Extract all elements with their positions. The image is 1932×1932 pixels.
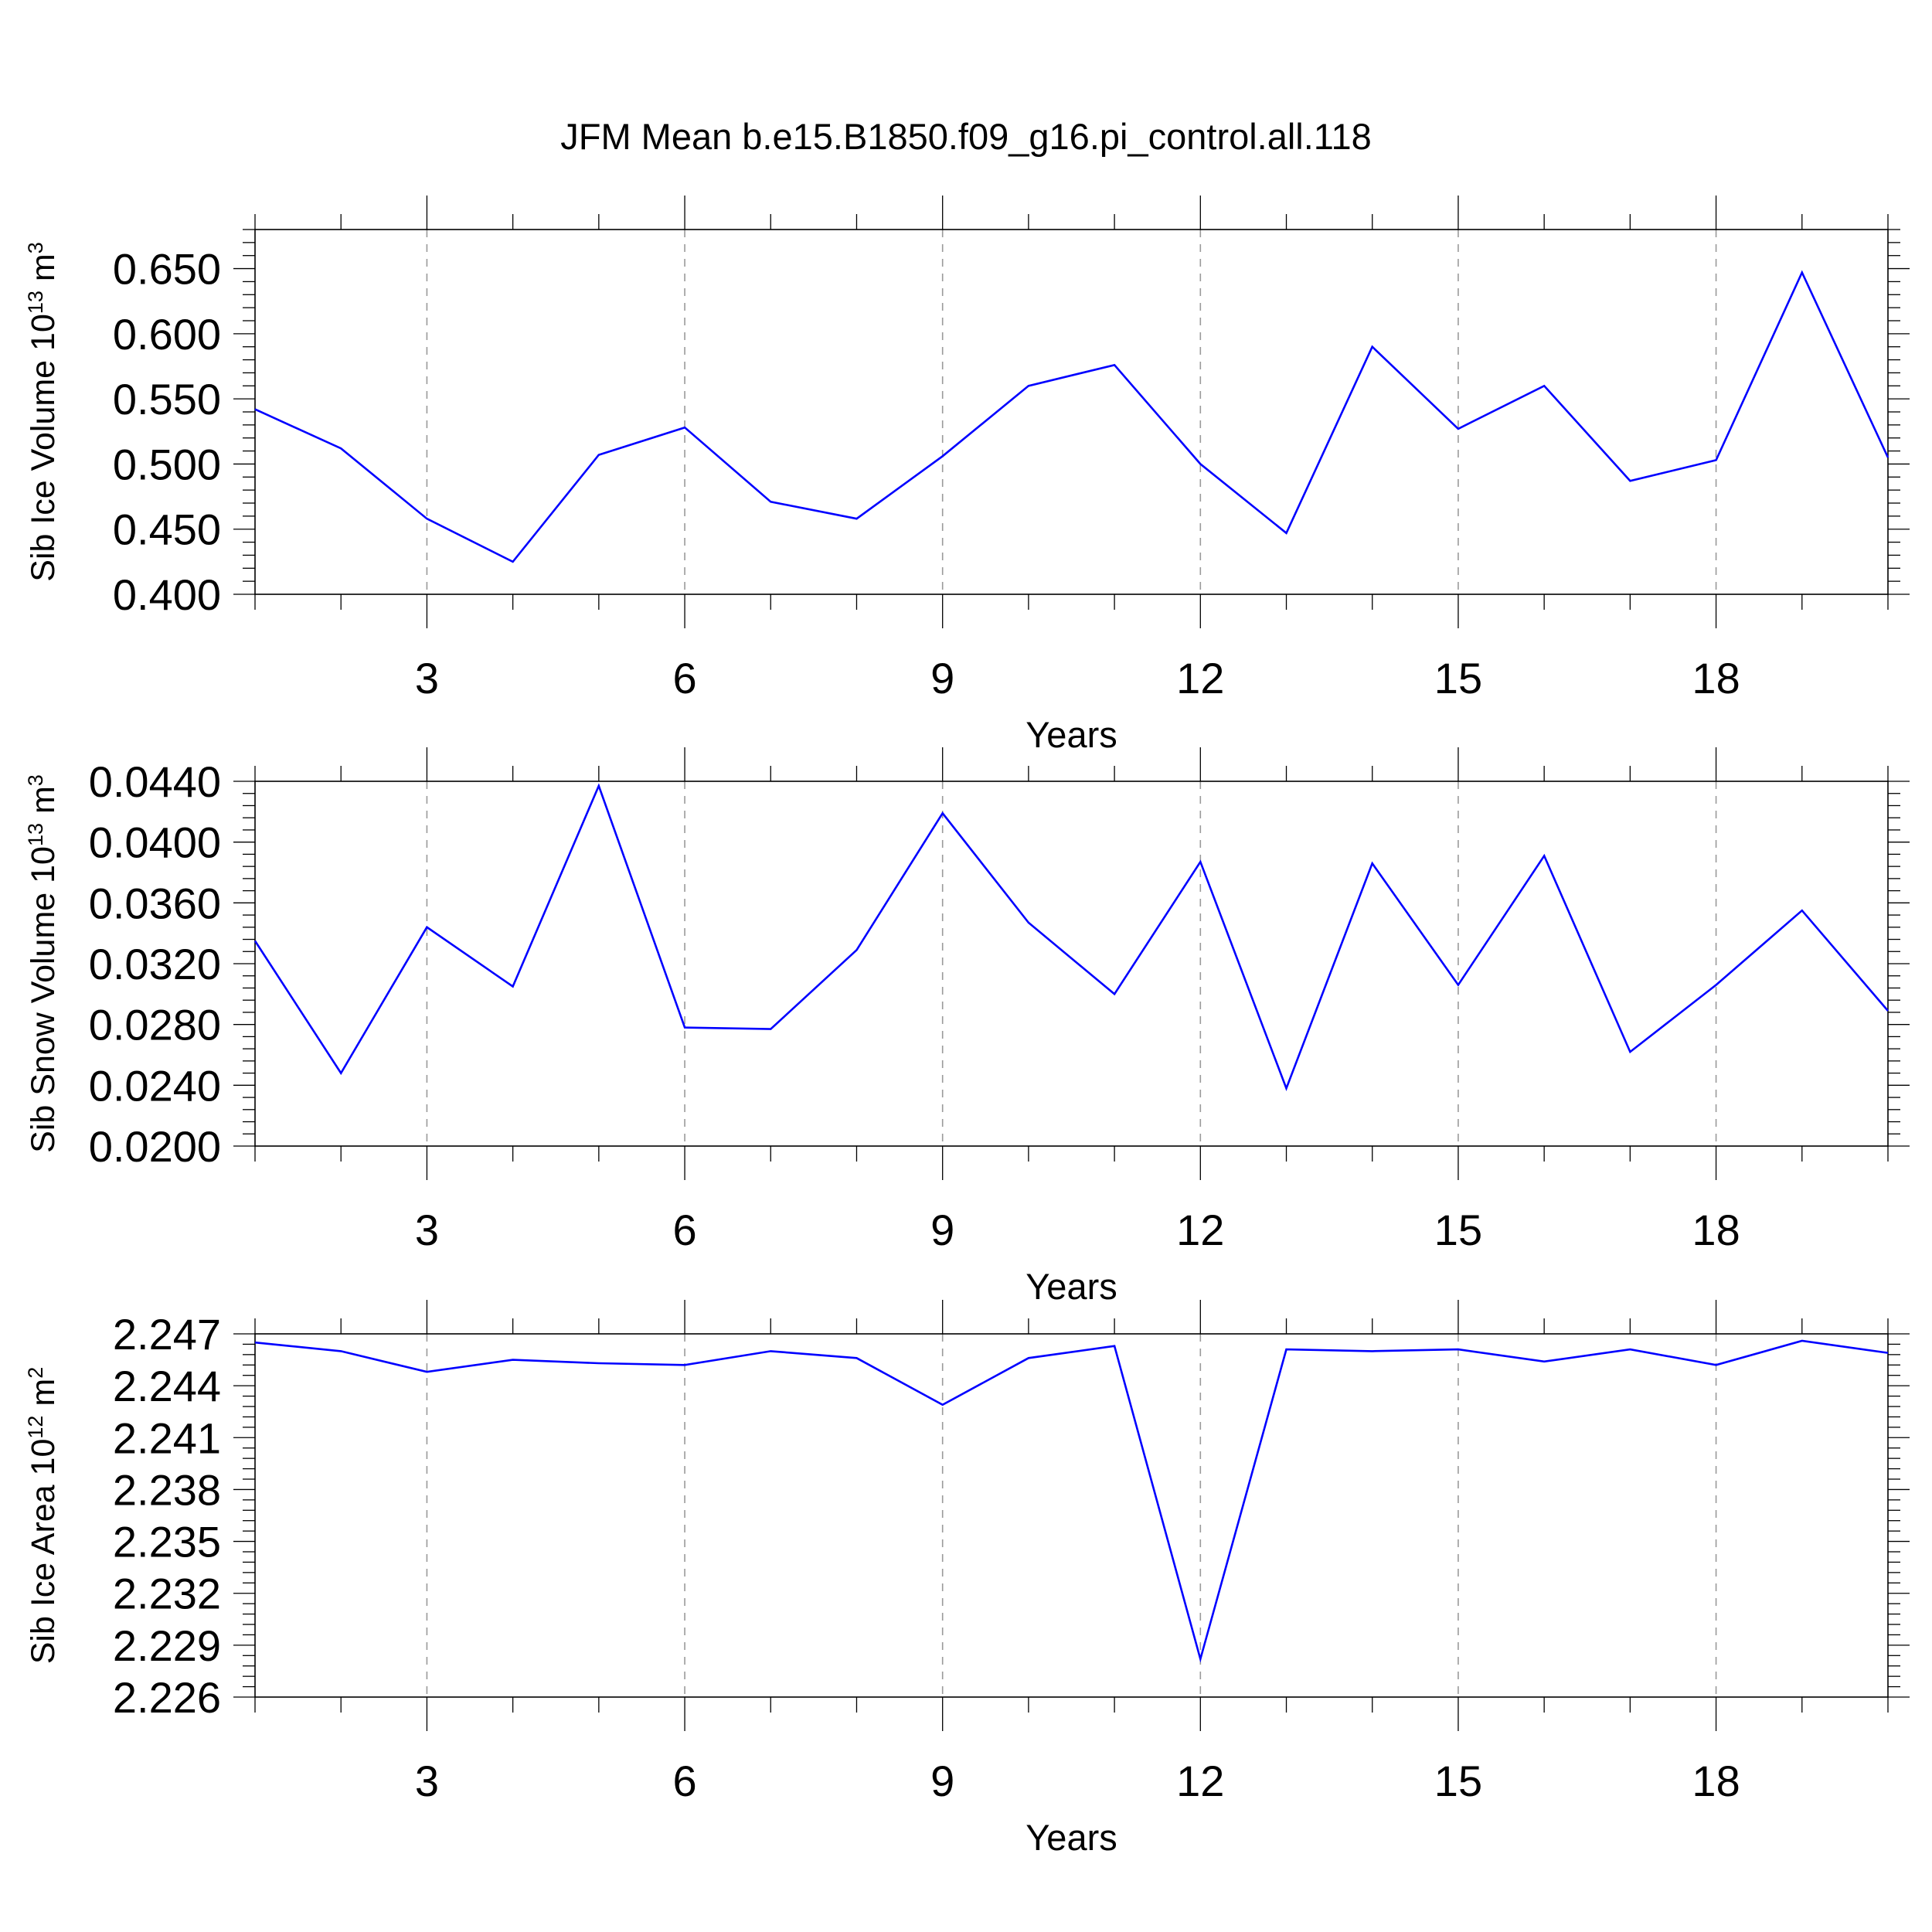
y-axis-label-text: Sib Ice Volume 10 — [25, 314, 62, 582]
x-tick-label: 3 — [415, 654, 439, 702]
x-axis-label: Years — [1026, 1266, 1117, 1307]
plot-frame — [254, 1333, 1889, 1698]
y-tick-label: 2.226 — [113, 1673, 221, 1722]
chart-panel-3: 2.2262.2292.2322.2352.2382.2412.2442.247… — [24, 1300, 1910, 1858]
y-tick-label: 2.247 — [113, 1310, 221, 1359]
plot-frame — [254, 229, 1889, 595]
series-line — [254, 270, 1889, 563]
x-tick-label: 18 — [1692, 654, 1740, 702]
y-tick-label: 2.238 — [113, 1465, 221, 1514]
y-tick-label: 0.0400 — [89, 818, 221, 867]
y-axis-label-text: m — [25, 786, 62, 823]
x-tick-label: 15 — [1434, 654, 1482, 702]
y-tick-label: 0.0360 — [89, 879, 221, 927]
series-line — [254, 1339, 1889, 1663]
x-tick-label: 6 — [672, 1206, 696, 1254]
x-tick-label: 6 — [672, 1757, 696, 1805]
plot-frame — [254, 781, 1889, 1147]
x-axis-label: Years — [1026, 714, 1117, 755]
x-tick-label: 15 — [1434, 1206, 1482, 1254]
y-tick-label: 2.244 — [113, 1362, 221, 1410]
y-axis-label: Sib Snow Volume 1013 m3 — [24, 774, 62, 1153]
y-axis-label-text: Sib Snow Volume 10 — [25, 846, 62, 1153]
chart-panel-2: 0.0200 0.0240 0.0280 0.0320 0.0360 0.0400 0.04… — [24, 747, 1910, 1307]
y-axis-label-text: m — [25, 1379, 62, 1416]
x-tick-label: 9 — [930, 1206, 954, 1254]
y-axis-label-text: Sib Ice Area 10 — [25, 1439, 62, 1665]
x-tick-label: 18 — [1692, 1757, 1740, 1805]
y-axis-label-exponent: 13 — [24, 291, 47, 314]
y-tick-label: 2.229 — [113, 1621, 221, 1670]
y-tick-label: 0.550 — [113, 375, 221, 423]
y-tick-label: 0.0440 — [89, 757, 221, 806]
x-tick-label: 9 — [930, 654, 954, 702]
x-axis-label: Years — [1026, 1817, 1117, 1858]
y-tick-label: 0.450 — [113, 505, 221, 554]
y-tick-label: 2.241 — [113, 1413, 221, 1462]
x-tick-label: 3 — [415, 1206, 439, 1254]
series-line — [253, 783, 1889, 1091]
y-axis-label-text: m — [25, 253, 62, 291]
x-tick-label: 12 — [1176, 1206, 1224, 1254]
y-axis-label-exponent: 3 — [24, 242, 47, 253]
x-tick-label: 15 — [1434, 1757, 1482, 1805]
y-tick-label: 2.232 — [113, 1570, 221, 1618]
chart-title: JFM Mean b.e15.B1850.f09_g16.pi_control.… — [560, 116, 1372, 157]
y-tick-label: 0.500 — [113, 440, 221, 488]
y-tick-label: 2.235 — [113, 1518, 221, 1566]
y-tick-label: 0.0200 — [89, 1122, 221, 1171]
y-axis-label-exponent: 2 — [24, 1367, 47, 1379]
y-tick-label: 0.650 — [113, 245, 221, 294]
y-tick-label: 0.400 — [113, 570, 221, 619]
x-tick-label: 3 — [415, 1757, 439, 1805]
x-tick-label: 12 — [1176, 1757, 1224, 1805]
x-tick-label: 18 — [1692, 1206, 1740, 1254]
y-axis-label: Sib Ice Volume 1013 m3 — [24, 242, 62, 581]
y-axis-label-exponent: 13 — [24, 823, 47, 846]
y-axis-label-exponent: 3 — [24, 774, 47, 786]
y-tick-label: 0.0240 — [89, 1061, 221, 1110]
y-tick-label: 0.600 — [113, 310, 221, 359]
chart-panel-1: 0.400 0.450 0.500 0.550 0.600 0.650 3 6 9 12 15 18 Y… — [24, 196, 1910, 755]
y-tick-label: 0.0280 — [89, 1001, 221, 1049]
y-axis-label: Sib Ice Area 1012 m2 — [24, 1367, 62, 1665]
y-axis-label-exponent: 12 — [24, 1416, 47, 1439]
x-tick-label: 9 — [930, 1757, 954, 1805]
x-tick-label: 12 — [1176, 654, 1224, 702]
y-tick-label: 0.0320 — [89, 940, 221, 988]
x-tick-label: 6 — [672, 654, 696, 702]
